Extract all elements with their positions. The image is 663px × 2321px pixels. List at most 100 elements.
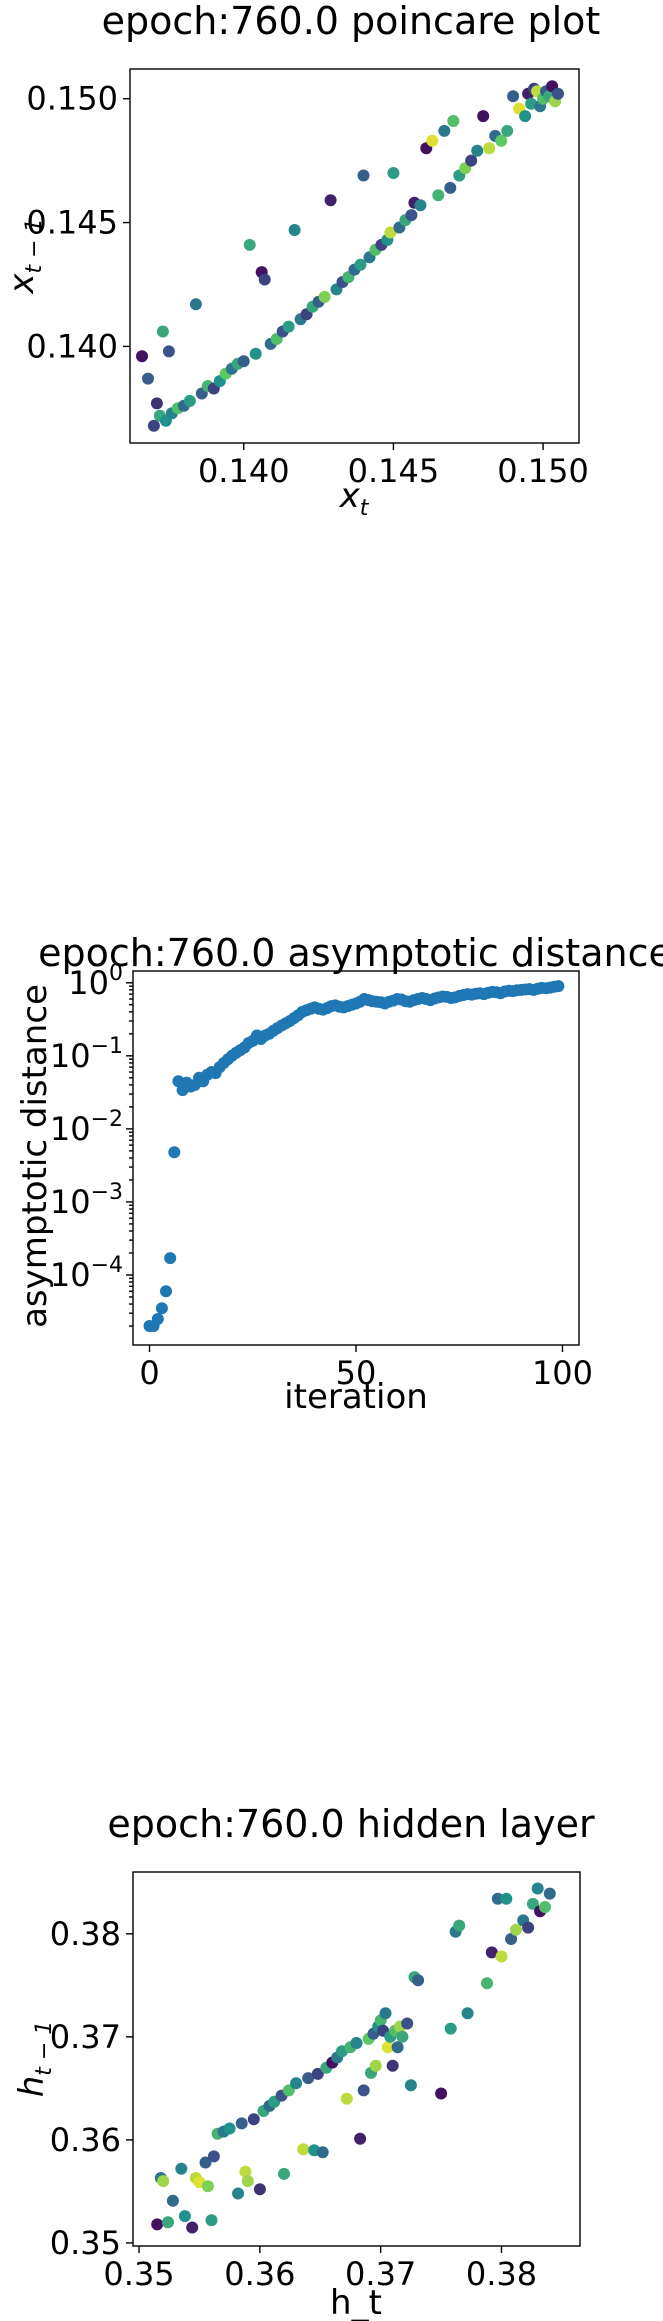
asymptotic-point bbox=[151, 1313, 164, 1325]
hidden-layer-xtick-label: 0.35 bbox=[103, 2255, 174, 2293]
poincare-point bbox=[324, 194, 337, 207]
hidden-layer-point bbox=[223, 2122, 236, 2135]
poincare-point bbox=[426, 134, 439, 147]
asymptotic-ytick-base: 10 bbox=[50, 1110, 91, 1148]
hidden-layer-point bbox=[485, 1946, 498, 1959]
asymptotic-ytick-exponent: −2 bbox=[91, 1107, 123, 1132]
asymptotic-xlabel: iteration bbox=[284, 1377, 428, 1417]
asymptotic-plot-frame bbox=[132, 970, 580, 1346]
hidden-layer-point bbox=[481, 1977, 493, 1990]
hidden-layer-ylabel: ht − 1 bbox=[12, 2021, 57, 2098]
hidden-layer-point bbox=[391, 2041, 404, 2054]
poincare-chart: epoch:760.0 poincare plot 0.140 0.145 0.15… bbox=[2, 0, 600, 521]
hidden-layer-point bbox=[178, 2210, 191, 2223]
poincare-point bbox=[465, 154, 478, 167]
poincare-point bbox=[147, 419, 160, 432]
asymptotic-ytick-label: 100 bbox=[68, 961, 123, 1002]
hidden-layer-point bbox=[278, 2167, 290, 2180]
hidden-layer-point bbox=[340, 2092, 353, 2105]
asymptotic-ytick-base: 10 bbox=[68, 964, 109, 1002]
hidden-layer-point bbox=[539, 1901, 551, 1913]
poincare-point bbox=[477, 110, 490, 123]
hidden-layer-point bbox=[357, 2084, 370, 2097]
hidden-layer-point bbox=[543, 1887, 556, 1900]
hidden-layer-point bbox=[495, 1950, 508, 1963]
hidden-layer-point bbox=[247, 2113, 260, 2126]
asymptotic-point bbox=[552, 980, 565, 993]
hidden-layer-point bbox=[151, 2218, 164, 2231]
hidden-layer-xtick-label: 0.37 bbox=[345, 2255, 416, 2293]
hidden-layer-xlabel: h_t bbox=[330, 2283, 382, 2321]
poincare-point bbox=[552, 87, 564, 100]
hidden-layer-point bbox=[401, 2017, 414, 2030]
hidden-layer-point bbox=[369, 2059, 382, 2072]
hidden-layer-point bbox=[381, 2041, 394, 2054]
asymptotic-chart: epoch:760.0 asymptotic distance 0 50 10010… bbox=[15, 931, 663, 1417]
hidden-layer-point bbox=[435, 2087, 448, 2100]
hidden-layer-point bbox=[379, 2007, 392, 2020]
poincare-point bbox=[136, 350, 148, 363]
hidden-layer-point bbox=[282, 2084, 295, 2097]
poincare-point bbox=[384, 226, 397, 239]
poincare-point bbox=[507, 90, 520, 103]
poincare-ytick-label: 0.145 bbox=[26, 204, 118, 242]
hidden-layer-point bbox=[453, 1919, 466, 1932]
poincare-xtick-label: 0.145 bbox=[348, 452, 440, 490]
poincare-ytick-label: 0.150 bbox=[26, 80, 118, 118]
poincare-point bbox=[237, 355, 250, 368]
hidden-layer-ylabel-sub: t − 1 bbox=[32, 2021, 57, 2076]
asymptotic-point bbox=[164, 1252, 177, 1265]
hidden-layer-point bbox=[500, 1892, 513, 1905]
hidden-layer-point bbox=[302, 2072, 315, 2085]
poincare-point bbox=[142, 372, 154, 385]
asymptotic-ytick-label: 10−3 bbox=[50, 1180, 123, 1221]
poincare-xlabel: xt bbox=[339, 476, 370, 521]
poincare-point bbox=[387, 167, 400, 179]
hidden-layer-point bbox=[235, 2117, 248, 2130]
poincare-point bbox=[405, 209, 418, 222]
poincare-point bbox=[483, 142, 496, 155]
asymptotic-ytick-base: 10 bbox=[50, 1183, 91, 1221]
poincare-point bbox=[249, 347, 262, 360]
asymptotic-points bbox=[143, 980, 565, 1332]
hidden-layer-point bbox=[396, 2030, 409, 2043]
hidden-layer-point bbox=[412, 1974, 425, 1987]
hidden-layer-point bbox=[166, 2194, 179, 2207]
poincare-point bbox=[438, 124, 451, 137]
poincare-ylabel-main: x bbox=[2, 273, 42, 295]
poincare-point bbox=[501, 124, 514, 137]
hidden-layer-point bbox=[186, 2221, 199, 2234]
poincare-point bbox=[150, 397, 163, 410]
asymptotic-xtick-label: 50 bbox=[336, 1354, 377, 1392]
poincare-point bbox=[243, 238, 256, 251]
hidden-layer-point bbox=[386, 2059, 399, 2072]
asymptotic-ytick-exponent: −1 bbox=[91, 1034, 123, 1059]
asymptotic-ytick-base: 10 bbox=[50, 1037, 91, 1075]
hidden-layer-point bbox=[350, 2037, 363, 2049]
poincare-point bbox=[162, 345, 175, 358]
poincare-point bbox=[183, 394, 196, 407]
asymptotic-xtick-label: 100 bbox=[532, 1354, 593, 1392]
asymptotic-point bbox=[155, 1302, 168, 1315]
hidden-layer-xtick-label: 0.38 bbox=[466, 2255, 537, 2293]
hidden-layer-point bbox=[510, 1923, 522, 1936]
hidden-layer-point bbox=[354, 2132, 367, 2145]
poincare-point bbox=[414, 199, 427, 212]
hidden-layer-point bbox=[199, 2156, 212, 2169]
asymptotic-ytick-exponent: −3 bbox=[91, 1180, 123, 1205]
poincare-point bbox=[258, 273, 271, 286]
asymptotic-ytick-exponent: 0 bbox=[109, 961, 123, 986]
hidden-layer-points bbox=[151, 1882, 556, 2234]
poincare-plot-frame bbox=[129, 68, 580, 444]
asymptotic-xtick-label: 0 bbox=[139, 1354, 159, 1392]
hidden-layer-axes: 0.35 0.36 0.37 0.38 0.35 0.36 0.37 0.38 bbox=[50, 1915, 537, 2293]
hidden-layer-xtick-label: 0.36 bbox=[224, 2255, 295, 2293]
hidden-layer-point bbox=[522, 1921, 535, 1934]
poincare-point bbox=[189, 298, 202, 311]
poincare-point bbox=[525, 97, 538, 110]
asymptotic-point bbox=[160, 1285, 172, 1298]
hidden-layer-title: epoch:760.0 hidden layer bbox=[107, 1802, 595, 1846]
poincare-xlabel-sub: t bbox=[360, 496, 370, 521]
asymptotic-ytick-label: 10−4 bbox=[50, 1253, 123, 1294]
